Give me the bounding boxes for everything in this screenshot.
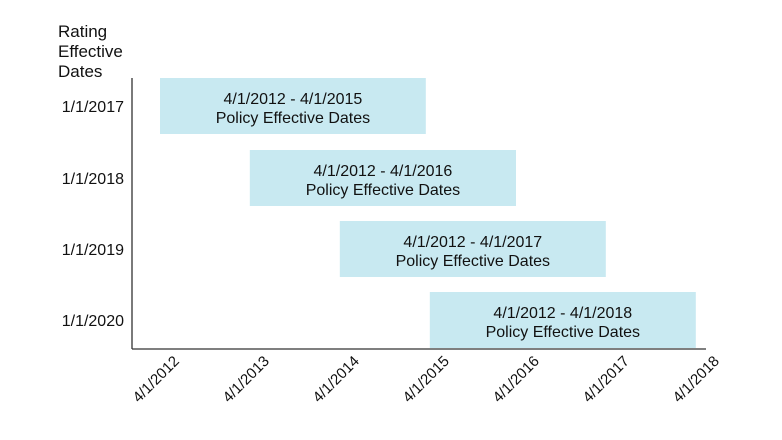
y-tick-label: 1/1/2017 bbox=[62, 99, 124, 116]
bar-label: Policy Effective Dates bbox=[396, 253, 550, 270]
y-tick-label: 1/1/2019 bbox=[62, 242, 124, 259]
x-tick-label: 4/1/2013 bbox=[220, 353, 273, 406]
x-tick-label: 4/1/2012 bbox=[130, 353, 183, 406]
x-tick-label: 4/1/2017 bbox=[580, 353, 633, 406]
x-tick-label: 4/1/2016 bbox=[490, 353, 543, 406]
bar-label: Policy Effective Dates bbox=[216, 110, 370, 127]
x-tick-label: 4/1/2015 bbox=[400, 353, 453, 406]
bar bbox=[249, 150, 516, 206]
bar bbox=[339, 221, 606, 277]
y-tick-label: 1/1/2020 bbox=[62, 313, 124, 330]
y-tick-label: 1/1/2018 bbox=[62, 171, 124, 188]
bar-label: 4/1/2012 - 4/1/2017 bbox=[403, 234, 542, 251]
x-tick-label: 4/1/2014 bbox=[310, 353, 363, 406]
bar-label: Policy Effective Dates bbox=[306, 182, 460, 199]
bar-label: Policy Effective Dates bbox=[486, 324, 640, 341]
bar bbox=[160, 78, 426, 134]
x-tick-label: 4/1/2018 bbox=[670, 353, 723, 406]
bar-label: 4/1/2012 - 4/1/2018 bbox=[493, 305, 632, 322]
y-axis-title: Rating Effective Dates bbox=[58, 22, 123, 81]
bar bbox=[429, 292, 696, 348]
bar-label: 4/1/2012 - 4/1/2016 bbox=[314, 163, 453, 180]
bar-label: 4/1/2012 - 4/1/2015 bbox=[224, 91, 363, 108]
